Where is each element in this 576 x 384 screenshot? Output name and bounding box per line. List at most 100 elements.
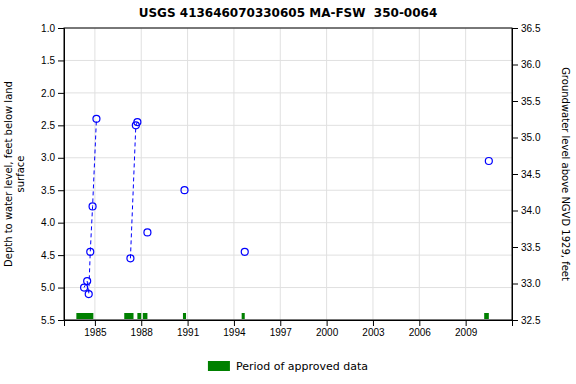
- tick: 2000: [316, 320, 339, 338]
- tick-mark: [512, 320, 518, 321]
- tick: 33.5: [512, 242, 541, 253]
- tick-mark: [95, 320, 96, 326]
- grid-line: [419, 28, 420, 320]
- tick: 1997: [270, 320, 293, 338]
- grid-line: [64, 60, 512, 61]
- grid-line: [64, 222, 512, 223]
- legend-item: Period of approved data: [208, 360, 368, 373]
- grid-line: [326, 28, 327, 320]
- grid-line: [187, 28, 188, 320]
- tick-mark: [512, 211, 518, 212]
- tick-label: 35.0: [521, 132, 541, 143]
- y-axis-title-line: Depth to water level, feet below land: [3, 81, 14, 267]
- tick: 2003: [362, 320, 385, 338]
- tick-mark: [512, 28, 518, 29]
- tick: 32.5: [512, 315, 541, 326]
- tick-mark: [58, 288, 64, 289]
- tick-label: 2000: [316, 327, 339, 338]
- grid-line: [64, 125, 512, 126]
- tick: 4.5: [41, 250, 64, 261]
- grid-line: [233, 28, 234, 320]
- tick-mark: [512, 65, 518, 66]
- plot: 1985198819911994199720002003200620091.01…: [41, 23, 541, 338]
- tick-label: 32.5: [521, 315, 541, 326]
- x-axis: 1985 1988 1991 1994 1997 2000 2003 2006 2009: [65, 320, 513, 338]
- tick-label: 1.5: [41, 55, 55, 66]
- tick-label: 34.5: [521, 169, 541, 180]
- tick-mark: [466, 320, 467, 326]
- tick-mark: [419, 320, 420, 326]
- tick: 1985: [84, 320, 107, 338]
- tick: 2009: [455, 320, 478, 338]
- tick-mark: [58, 28, 64, 29]
- tick-mark: [373, 320, 374, 326]
- legend-label: Period of approved data: [236, 360, 368, 373]
- tick-mark: [188, 320, 189, 326]
- point: [485, 158, 492, 165]
- grid-line: [94, 28, 95, 320]
- tick-mark: [512, 247, 518, 248]
- tick-label: 36.0: [521, 59, 541, 70]
- tick-label: 3.0: [41, 152, 55, 163]
- tick: 3.0: [41, 152, 64, 163]
- tick-label: 5.5: [41, 315, 55, 326]
- tick: 1994: [223, 320, 246, 338]
- tick-label: 34.0: [521, 205, 541, 216]
- point: [241, 248, 248, 255]
- legend: Period of approved data: [208, 360, 368, 373]
- tick-mark: [280, 320, 281, 326]
- tick-label: 5.0: [41, 282, 55, 293]
- y-axis: 1.01.52.02.53.03.54.04.55.05.5: [41, 23, 64, 326]
- tick-label: 2006: [409, 327, 432, 338]
- point: [93, 115, 100, 122]
- tick-label: 1997: [270, 327, 293, 338]
- tick-mark: [58, 93, 64, 94]
- tick-mark: [512, 284, 518, 285]
- tick-label: 3.5: [41, 185, 55, 196]
- tick-mark: [58, 60, 64, 61]
- tick: 2.5: [41, 120, 64, 131]
- tick: 1.5: [41, 55, 64, 66]
- y-axis-title-line: surface: [15, 156, 26, 193]
- tick-mark: [58, 158, 64, 159]
- title: USGS 413646070330605 MA-FSW 350-0064: [139, 6, 438, 20]
- tick-mark: [58, 223, 64, 224]
- tick-mark: [58, 190, 64, 191]
- approved-period-bar: [183, 313, 186, 319]
- tick-label: 4.0: [41, 217, 55, 228]
- approved-period-bar: [242, 313, 245, 319]
- grid-line: [141, 28, 142, 320]
- tick-label: 2009: [455, 327, 478, 338]
- tick-mark: [512, 138, 518, 139]
- grid: [64, 28, 512, 320]
- tick-mark: [58, 255, 64, 256]
- approved-period-bar: [484, 313, 489, 319]
- tick: 1988: [131, 320, 154, 338]
- y2-axis-title: Groundwater level above NGVD 1929, feet: [560, 67, 571, 281]
- grid-line: [64, 92, 512, 93]
- point: [181, 187, 188, 194]
- grid-line: [64, 157, 512, 158]
- approved-period-bar: [137, 313, 141, 319]
- tick-mark: [512, 174, 518, 175]
- dashed-line: [130, 122, 137, 258]
- tick-mark: [58, 320, 64, 321]
- tick-mark: [141, 320, 142, 326]
- tick: 5.0: [41, 282, 64, 293]
- tick: 33.0: [512, 278, 541, 289]
- approved-period-bar: [76, 313, 93, 319]
- axis-line: [65, 321, 513, 327]
- tick: 2006: [409, 320, 432, 338]
- tick: 3.5: [41, 185, 64, 196]
- point: [134, 119, 141, 126]
- tick-mark: [58, 125, 64, 126]
- tick-label: 1991: [177, 327, 200, 338]
- dashed-line: [84, 119, 96, 294]
- tick: 36.5: [512, 23, 541, 34]
- tick-label: 4.5: [41, 250, 55, 261]
- tick-mark: [512, 101, 518, 102]
- axis-line: [513, 29, 519, 321]
- point: [144, 229, 151, 236]
- plot-frame: [64, 28, 512, 320]
- tick: 36.0: [512, 59, 541, 70]
